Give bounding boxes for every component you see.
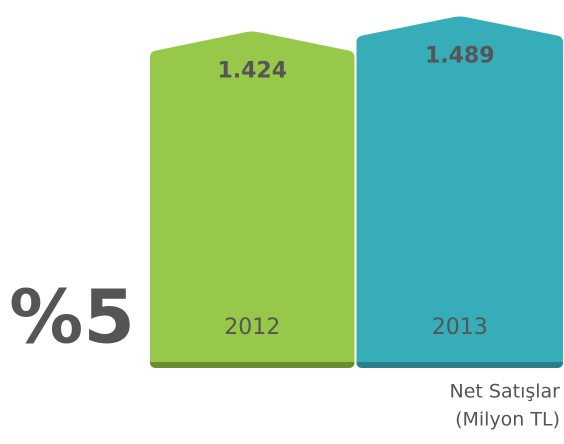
value-label: 1.489 <box>425 43 495 68</box>
bar <box>356 16 563 362</box>
bar <box>150 31 355 363</box>
change-annotation: %5 <box>9 275 135 361</box>
value-label: 1.424 <box>217 59 287 84</box>
x-tick-label: 2013 <box>432 315 488 340</box>
x-tick-label: 2012 <box>224 315 280 340</box>
axis-label: (Milyon TL) <box>455 409 560 431</box>
axis-label: Net Satışlar <box>450 381 561 403</box>
